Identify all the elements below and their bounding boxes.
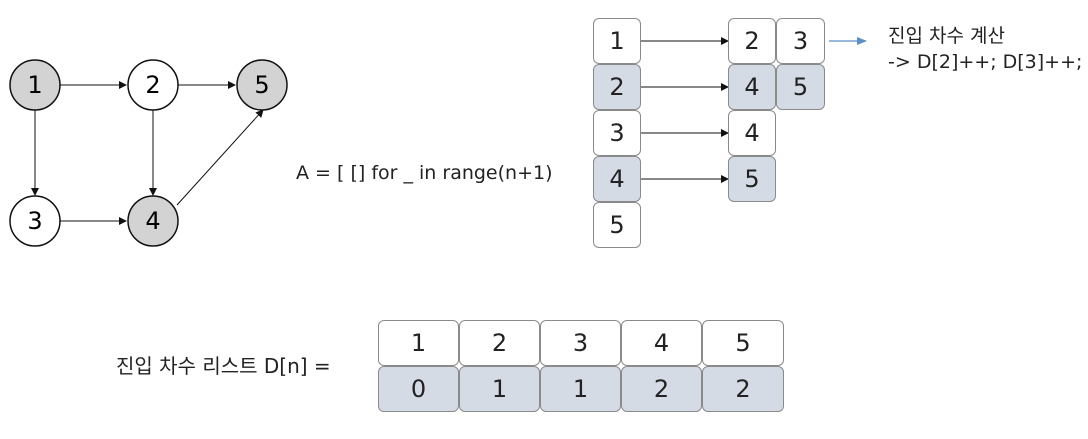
graph-node-label: 3 bbox=[27, 207, 42, 235]
adjacency-head-cell: 5 bbox=[593, 202, 641, 248]
indegree-index-cell: 1 bbox=[378, 320, 459, 366]
adjacency-head-cell: 4 bbox=[593, 156, 641, 202]
graph-node-label: 2 bbox=[145, 71, 160, 99]
indegree-value-cell: 2 bbox=[702, 366, 784, 412]
graph-node: 5 bbox=[236, 59, 288, 111]
indegree-note-title: 진입 차수 계산 bbox=[888, 25, 1005, 47]
indegree-value-cell: 1 bbox=[540, 366, 621, 412]
indegree-index-cell: 5 bbox=[702, 320, 784, 366]
adjacency-head-cell: 3 bbox=[593, 110, 641, 156]
indegree-value-cell: 1 bbox=[459, 366, 540, 412]
adjacency-item-cell: 5 bbox=[776, 64, 825, 110]
adjacency-code: A = [ [] for _ in range(n+1) bbox=[296, 162, 553, 184]
indegree-label: 진입 차수 리스트 D[n] = bbox=[116, 354, 331, 378]
indegree-index-cell: 3 bbox=[540, 320, 621, 366]
graph-node-label: 1 bbox=[27, 71, 42, 99]
graph-node-label: 5 bbox=[254, 71, 269, 99]
graph-nodes: 1 2 5 3 4 bbox=[9, 59, 288, 247]
adjacency-head-cell: 2 bbox=[593, 64, 641, 110]
indegree-value-cell: 0 bbox=[378, 366, 459, 412]
adjacency-item-cell: 3 bbox=[776, 18, 825, 64]
adjacency-head-cell: 1 bbox=[593, 18, 641, 64]
graph-node-label: 4 bbox=[145, 207, 160, 235]
graph-node: 3 bbox=[9, 195, 61, 247]
indegree-index-cell: 2 bbox=[459, 320, 540, 366]
adjacency-item-cell: 4 bbox=[728, 110, 776, 156]
graph-edges bbox=[31, 81, 264, 225]
indegree-note-code: -> D[2]++; D[3]++; bbox=[888, 51, 1083, 73]
graph-node: 4 bbox=[127, 195, 179, 247]
indegree-value-cell: 2 bbox=[621, 366, 702, 412]
graph-node: 1 bbox=[9, 59, 61, 111]
adjacency-item-cell: 4 bbox=[728, 64, 776, 110]
edge-4-5 bbox=[176, 109, 264, 206]
graph-node: 2 bbox=[127, 59, 179, 111]
adjacency-item-cell: 5 bbox=[728, 156, 776, 202]
adjacency-item-cell: 2 bbox=[728, 18, 776, 64]
adjacency-arrows bbox=[641, 37, 729, 183]
indegree-index-cell: 4 bbox=[621, 320, 702, 366]
